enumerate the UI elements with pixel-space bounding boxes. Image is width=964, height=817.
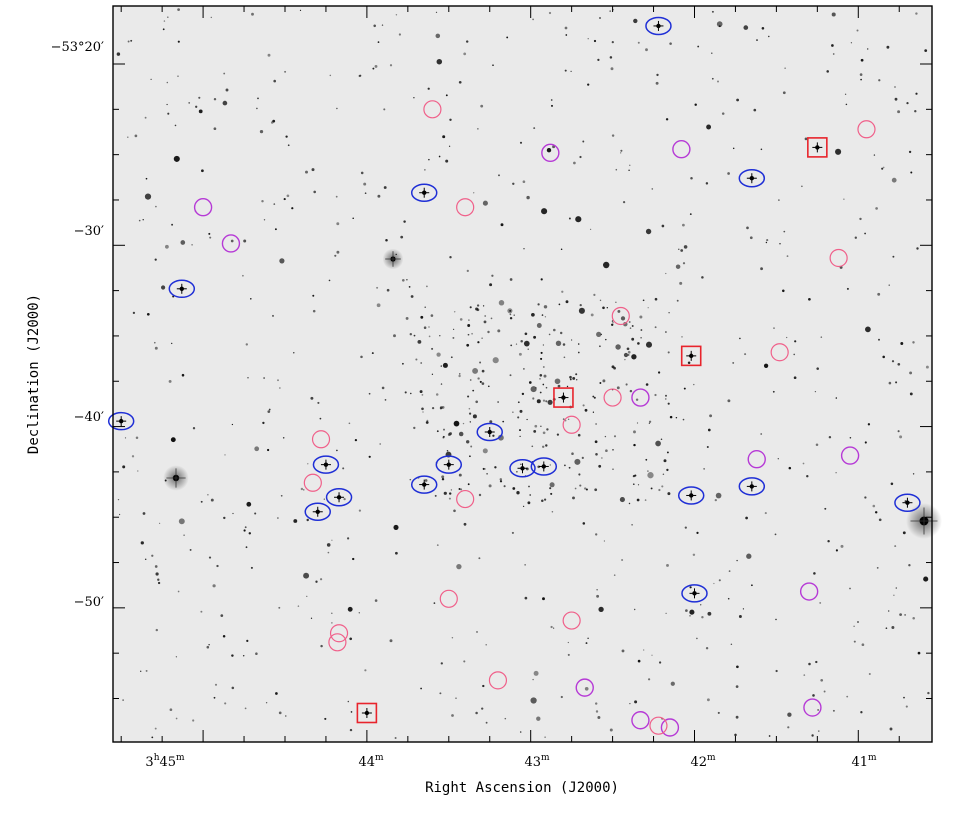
plot-frame [112,5,933,743]
blue-ellipse-marker [304,502,331,522]
pink-circle-marker [829,248,848,268]
pink-circle-marker [311,430,331,449]
magenta-circle-marker [631,388,650,407]
magenta-circle-marker [221,234,241,253]
x-tick-label-43: 43m [524,753,550,770]
pink-circle-marker [770,343,789,362]
pink-circle-marker [328,633,347,652]
magenta-circle-marker [672,140,691,159]
red-square-marker [356,702,378,724]
x-tick-label-44: 44m [358,753,384,770]
pink-circle-marker [456,489,475,509]
pink-circle-marker [456,198,475,217]
blue-ellipse-marker [894,493,921,512]
blue-ellipse-marker [107,411,135,431]
y-tick-label-20: −53°20′ [51,40,104,55]
magenta-circle-marker [660,718,680,737]
source-markers [107,16,921,737]
red-square-marker [553,387,574,408]
magenta-circle-marker [747,450,766,469]
blue-ellipse-marker [530,457,558,476]
blue-ellipse-marker [677,486,705,505]
blue-ellipse-marker [410,475,438,494]
y-axis-title: Declination (J2000) [26,294,42,454]
pink-circle-marker [857,120,876,139]
pink-circle-marker [488,671,508,690]
magenta-circle-marker [840,446,860,465]
magenta-circle-marker [631,711,650,730]
pink-circle-marker [439,589,458,608]
magenta-circle-marker [799,582,819,601]
blue-ellipse-marker [738,477,766,496]
source-crosses [116,20,913,718]
sky-image-background [113,6,932,742]
y-tick-label-40: −40′ [74,410,104,425]
blue-ellipse-marker [738,168,766,188]
pink-circle-marker [611,306,630,326]
blue-ellipse-marker [325,488,353,507]
pink-circle-marker [603,388,622,407]
red-square-marker [680,345,702,367]
y-tick-label-30: −30′ [74,224,104,239]
magenta-circle-marker [803,698,822,717]
blue-ellipse-marker [312,455,340,474]
pink-circle-marker [562,611,581,630]
x-tick-label-42: 42m [690,753,716,770]
blue-ellipse-marker [476,422,503,442]
star-field [116,8,942,739]
y-tick-label-50: −50′ [74,595,104,610]
pink-circle-marker [303,473,322,492]
pink-circle-marker [423,100,442,119]
blue-ellipse-marker [168,279,196,299]
x-tick-label-41: 41m [851,753,877,770]
red-square-marker [807,137,828,158]
blue-ellipse-marker [435,455,463,474]
axis-ticks [113,6,932,742]
blue-ellipse-marker [509,459,536,478]
pink-circle-marker [649,716,668,735]
pink-circle-marker [329,624,349,643]
magenta-circle-marker [575,678,594,697]
blue-ellipse-marker [681,584,708,603]
blue-ellipse-marker [410,183,438,202]
x-axis-title: Right Ascension (J2000) [425,780,619,796]
blue-ellipse-marker [645,16,672,36]
magenta-circle-marker [193,198,213,217]
pink-circle-marker [562,415,581,434]
x-tick-label-45: 3h45m [145,753,185,770]
magenta-circle-marker [541,143,560,163]
